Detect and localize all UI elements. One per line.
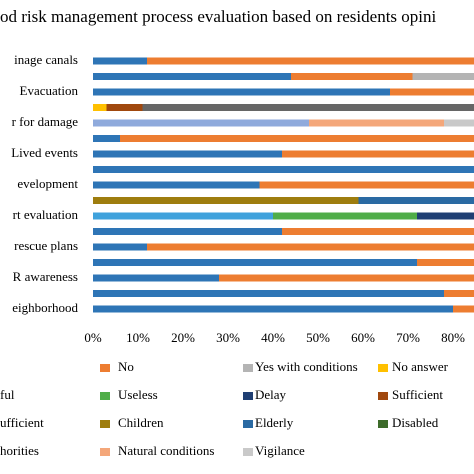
bar-segment bbox=[390, 88, 474, 96]
legend-swatch bbox=[378, 392, 388, 400]
x-tick-label: 40% bbox=[261, 330, 285, 345]
legend-label: Useless bbox=[118, 387, 158, 402]
y-tick-label: evelopment bbox=[17, 176, 78, 191]
bar-segment bbox=[93, 259, 417, 266]
bar-segment bbox=[219, 274, 474, 282]
y-tick-label: R awareness bbox=[13, 269, 78, 284]
bar-segment bbox=[309, 119, 444, 127]
x-tick-label: 50% bbox=[306, 330, 330, 345]
x-tick-label: 80% bbox=[441, 330, 465, 345]
x-tick-label: 30% bbox=[216, 330, 240, 345]
bar-segment bbox=[453, 305, 474, 313]
y-tick-label: eighborhood bbox=[12, 300, 78, 315]
bar-segment bbox=[93, 243, 147, 251]
bar-segment bbox=[106, 104, 143, 111]
legend-label: Yes with conditions bbox=[255, 359, 358, 374]
bar-segment bbox=[273, 212, 417, 220]
legend-swatch bbox=[100, 448, 110, 456]
bar-segment bbox=[93, 274, 219, 282]
legend-swatch bbox=[243, 364, 253, 372]
bar-segment bbox=[444, 119, 474, 127]
legend-label: Elderly bbox=[255, 415, 294, 430]
y-tick-label: inage canals bbox=[14, 52, 78, 67]
bar-segment bbox=[93, 73, 291, 80]
y-tick-label: rt evaluation bbox=[13, 207, 79, 222]
bar-segment bbox=[93, 212, 273, 220]
x-tick-label: 70% bbox=[396, 330, 420, 345]
legend-label: No answer bbox=[392, 359, 449, 374]
legend-label: horities bbox=[0, 443, 39, 458]
y-tick-label: Evacuation bbox=[20, 83, 79, 98]
bar-segment bbox=[417, 259, 474, 266]
y-tick-label: rescue plans bbox=[14, 238, 78, 253]
legend-label: Natural conditions bbox=[118, 443, 214, 458]
bar-segment bbox=[93, 181, 260, 189]
y-tick-label: r for damage bbox=[12, 114, 79, 129]
bar-segment bbox=[93, 228, 282, 235]
bar-segment bbox=[358, 197, 474, 204]
bar-segment bbox=[282, 150, 474, 158]
bar-segment bbox=[93, 305, 453, 313]
x-tick-label: 10% bbox=[126, 330, 150, 345]
bar-segment bbox=[93, 57, 147, 65]
bar-segment bbox=[291, 73, 413, 80]
legend-swatch bbox=[378, 364, 388, 372]
legend-label: Vigilance bbox=[255, 443, 305, 458]
bar-segment bbox=[93, 88, 390, 96]
bar-segment bbox=[120, 135, 474, 142]
legend-label: Disabled bbox=[392, 415, 439, 430]
legend-label: Children bbox=[118, 415, 164, 430]
legend-swatch bbox=[378, 420, 388, 428]
bar-segment bbox=[147, 57, 474, 65]
bar-segment bbox=[93, 166, 474, 173]
legend-swatch bbox=[100, 364, 110, 372]
bar-segment bbox=[93, 135, 120, 142]
legend-label: No bbox=[118, 359, 134, 374]
legend-swatch bbox=[100, 420, 110, 428]
bar-segment bbox=[93, 119, 309, 127]
bar-segment bbox=[147, 243, 474, 251]
legend-swatch bbox=[100, 392, 110, 400]
x-tick-label: 60% bbox=[351, 330, 375, 345]
x-tick-label: 20% bbox=[171, 330, 195, 345]
x-tick-label: 0% bbox=[84, 330, 102, 345]
bar-segment bbox=[93, 290, 444, 297]
chart-title: od risk management process evaluation ba… bbox=[0, 7, 436, 26]
bar-segment bbox=[93, 150, 282, 158]
bar-segment bbox=[417, 212, 474, 220]
legend-swatch bbox=[243, 448, 253, 456]
legend-swatch bbox=[243, 392, 253, 400]
y-tick-label: Lived events bbox=[11, 145, 78, 160]
legend-label: ful bbox=[0, 387, 15, 402]
legend-label: Sufficient bbox=[392, 387, 443, 402]
legend-swatch bbox=[243, 420, 253, 428]
bar-segment bbox=[259, 181, 474, 189]
bar-segment bbox=[93, 197, 359, 204]
bar-segment bbox=[282, 228, 474, 235]
bar-segment bbox=[93, 104, 107, 111]
bar-segment bbox=[444, 290, 474, 297]
legend-label: ufficient bbox=[0, 415, 44, 430]
bar-segment bbox=[142, 104, 474, 111]
legend-label: Delay bbox=[255, 387, 287, 402]
bar-segment bbox=[412, 73, 474, 80]
